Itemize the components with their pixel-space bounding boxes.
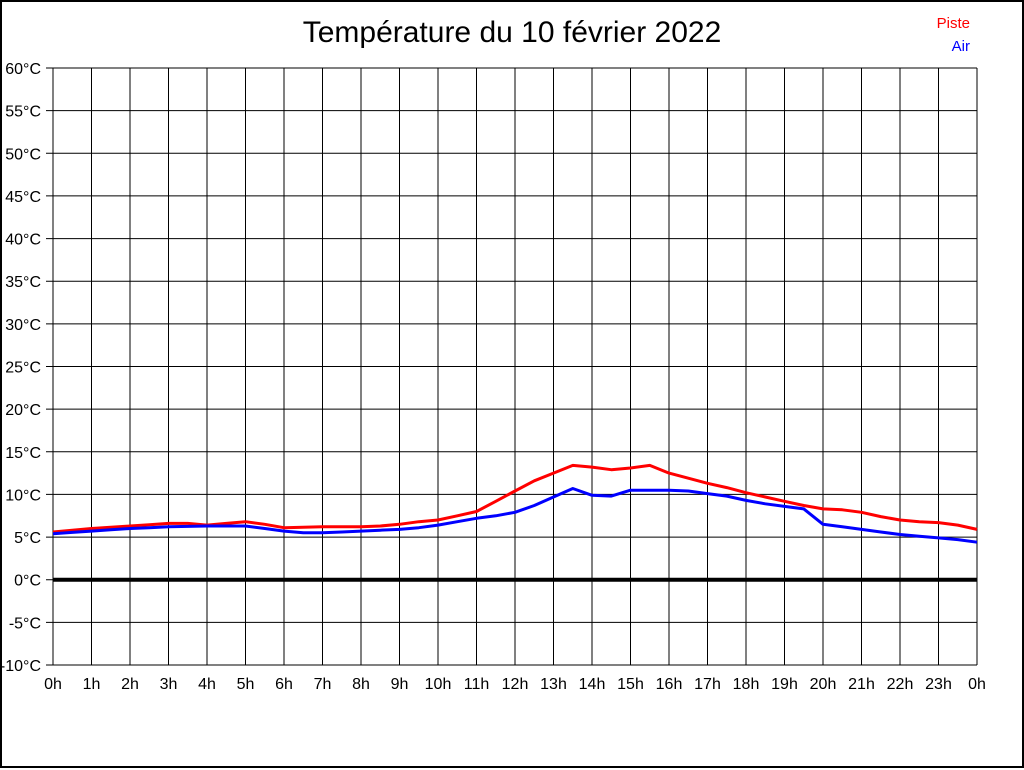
x-tick-label: 9h (391, 676, 409, 693)
y-tick-label: 30°C (5, 317, 41, 334)
x-tick-label: 15h (617, 676, 644, 693)
y-tick-label: -10°C (2, 658, 41, 675)
x-tick-label: 19h (771, 676, 798, 693)
x-tick-label: 22h (887, 676, 914, 693)
x-tick-label: 10h (425, 676, 452, 693)
y-tick-label: 25°C (5, 360, 41, 377)
x-tick-label: 1h (83, 676, 101, 693)
y-tick-label: -5°C (9, 615, 41, 632)
x-tick-label: 12h (502, 676, 529, 693)
y-tick-label: 50°C (5, 146, 41, 163)
y-tick-label: 40°C (5, 232, 41, 249)
y-tick-label: 5°C (14, 530, 41, 547)
x-tick-label: 20h (810, 676, 837, 693)
chart-title: Température du 10 février 2022 (302, 16, 722, 49)
x-tick-label: 0h (968, 676, 986, 693)
y-tick-label: 20°C (5, 402, 41, 419)
x-tick-label: 7h (314, 676, 332, 693)
x-tick-label: 4h (198, 676, 216, 693)
x-tick-label: 3h (160, 676, 178, 693)
x-tick-label: 17h (694, 676, 721, 693)
legend-item-piste: Piste (936, 15, 970, 32)
x-tick-label: 2h (121, 676, 139, 693)
x-tick-label: 23h (925, 676, 952, 693)
y-tick-label: 10°C (5, 487, 41, 504)
x-tick-label: 5h (237, 676, 255, 693)
y-tick-label: 35°C (5, 274, 41, 291)
x-tick-label: 6h (275, 676, 293, 693)
x-tick-label: 16h (656, 676, 683, 693)
y-tick-label: 0°C (14, 573, 41, 590)
legend-item-air: Air (951, 38, 970, 55)
y-tick-label: 60°C (5, 61, 41, 78)
x-tick-label: 18h (733, 676, 760, 693)
air-line (52, 487, 978, 544)
x-tick-label: 14h (579, 676, 606, 693)
x-tick-label: 11h (464, 676, 490, 693)
x-tick-label: 21h (848, 676, 875, 693)
legend: Piste Air (937, 12, 970, 58)
x-tick-label: 8h (352, 676, 370, 693)
x-tick-label: 13h (540, 676, 567, 693)
y-tick-label: 45°C (5, 189, 41, 206)
y-tick-label: 15°C (5, 445, 41, 462)
x-tick-label: 0h (44, 676, 62, 693)
y-tick-label: 55°C (5, 104, 41, 121)
